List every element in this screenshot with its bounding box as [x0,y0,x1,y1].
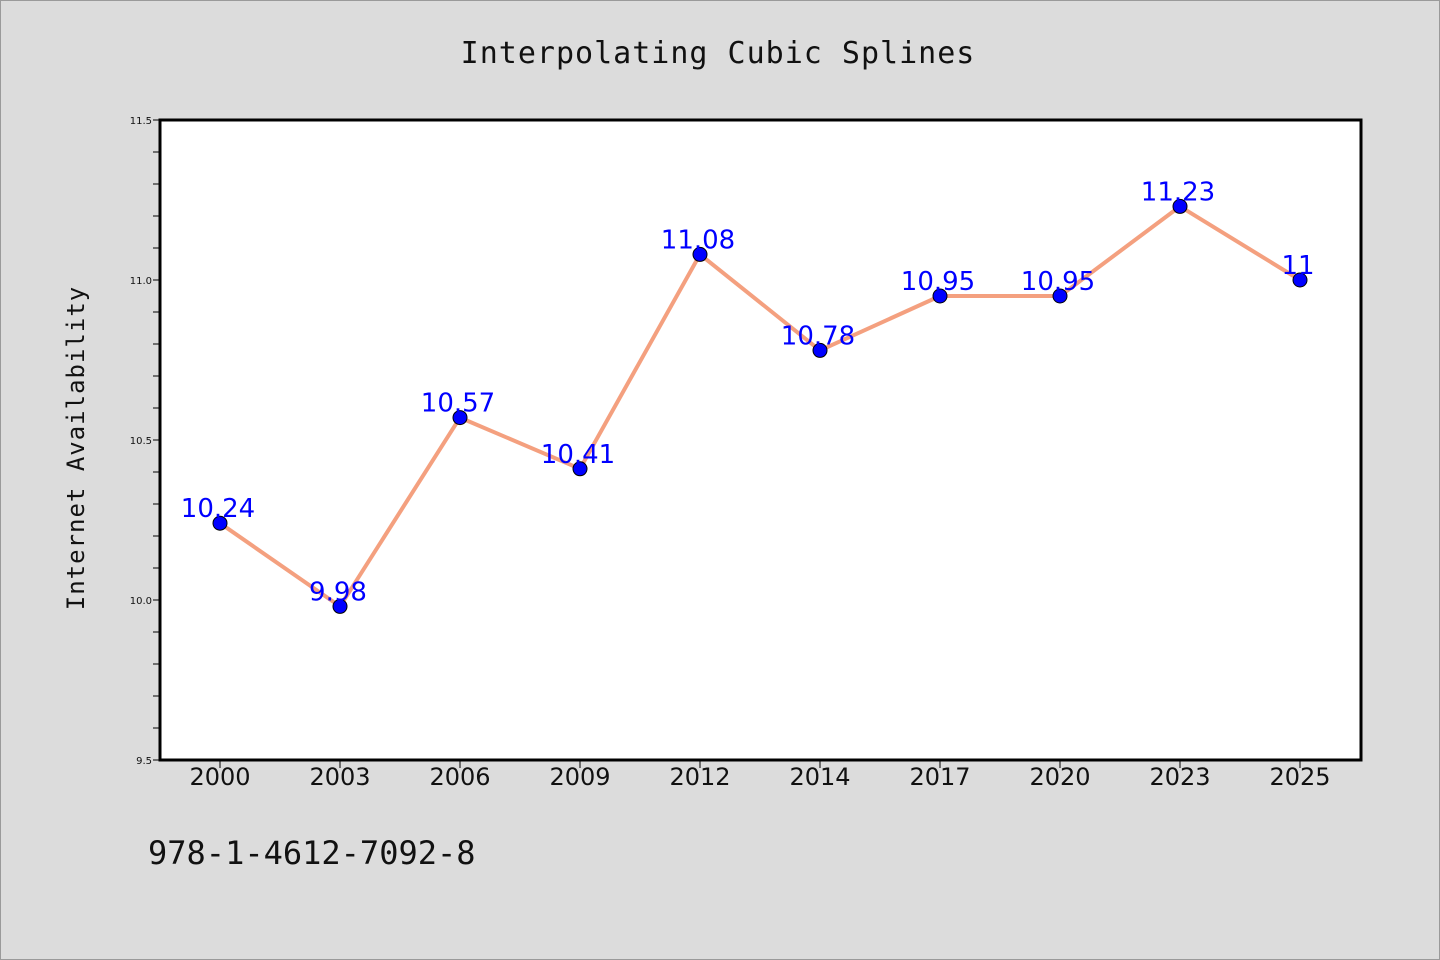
data-point-marker [692,246,708,262]
chart-title: Interpolating Cubic Splines [461,36,976,71]
x-tick-label: 2000 [189,763,250,791]
data-label: 10.78 [781,321,855,351]
data-point-marker [812,342,828,358]
x-tick-label: 2006 [429,763,490,791]
data-point-marker [932,288,948,304]
series-markers [212,198,1308,614]
data-point-marker [1052,288,1068,304]
data-point-marker [1292,272,1308,288]
x-tick-label: 2012 [669,763,730,791]
data-label: 10.41 [541,440,615,470]
data-label: 10.24 [181,494,255,524]
x-tick-label: 2014 [789,763,850,791]
footer-code: 978-1-4612-7092-8 [148,834,476,872]
x-tick-label: 2025 [1269,763,1330,791]
y-axis-title: Internet Availability [62,286,90,610]
data-point-marker [212,515,228,531]
x-tick-label: 2009 [549,763,610,791]
y-tick-label: 11.0 [130,276,152,287]
y-axis: 9.5 10.0 10.5 11.0 11.5 [130,116,160,767]
data-label: 10.95 [901,267,975,297]
plot-border [158,118,1363,762]
data-label: 11.23 [1141,177,1215,207]
series-line [218,204,1302,609]
data-label: 11.08 [661,225,735,255]
data-point-marker [452,410,468,426]
data-labels: 10.24 9.98 10.57 10.41 11.08 10.78 10.95 10.95 1… [181,177,1315,607]
x-tick-label: 2003 [309,763,370,791]
data-label: 10.95 [1021,267,1095,297]
y-tick-label: 10.0 [130,596,152,607]
data-point-marker [332,598,348,614]
x-axis: 2000 2003 2006 2009 2012 2014 2017 2020 2023 2025 [189,760,1331,791]
data-point-marker [1172,198,1188,214]
x-tick-label: 2017 [909,763,970,791]
y-tick-label: 10.5 [130,436,152,447]
x-tick-label: 2020 [1029,763,1090,791]
x-tick-label: 2023 [1149,763,1210,791]
y-tick-label: 11.5 [130,116,152,127]
y-tick-label: 9.5 [136,756,152,767]
data-label: 9.98 [309,577,367,607]
data-point-marker [572,461,588,477]
data-label: 10.57 [421,389,495,419]
plot-area [160,120,1361,760]
data-label: 11 [1281,251,1314,281]
